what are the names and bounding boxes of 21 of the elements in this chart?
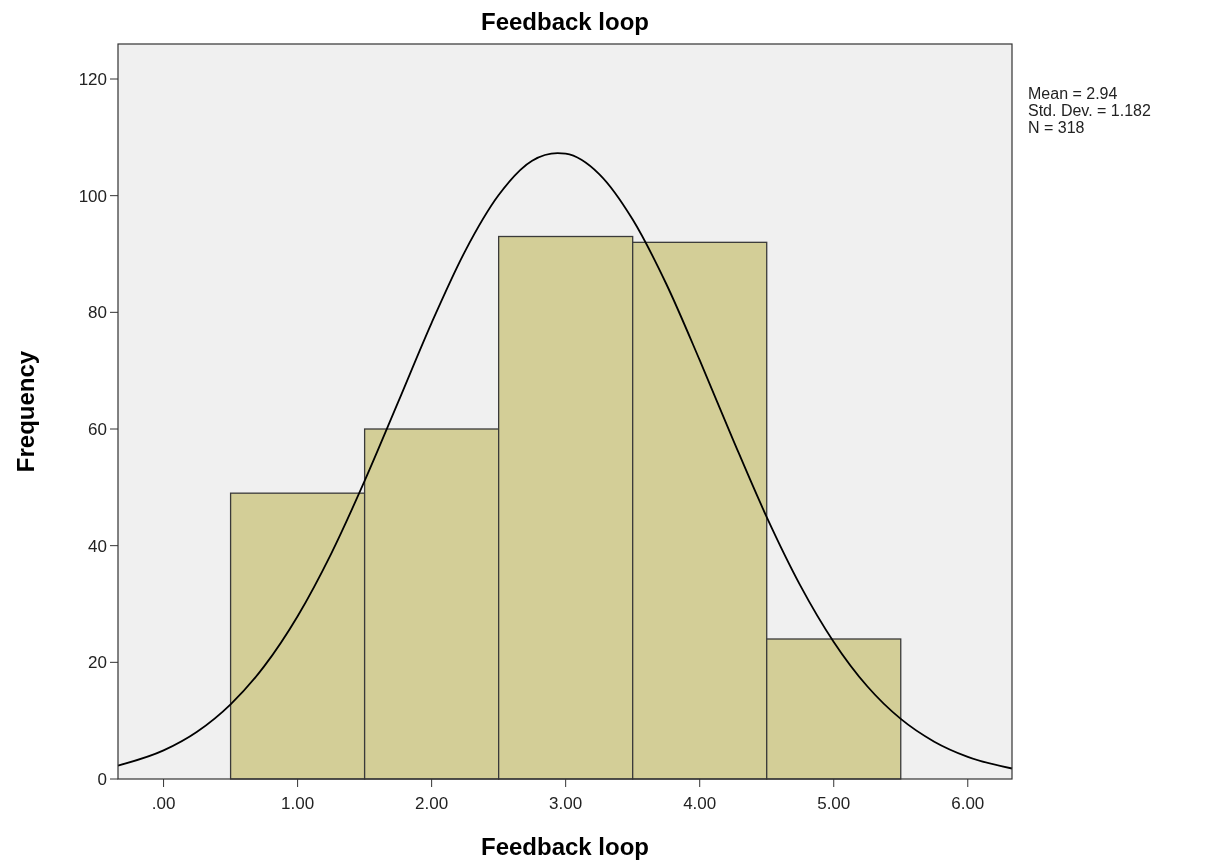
x-tick-label: 5.00 [817, 794, 851, 813]
x-axis-title: Feedback loop [480, 833, 650, 860]
x-tick-label: 4.00 [683, 794, 717, 813]
chart-title: Feedback loop [480, 8, 650, 35]
y-axis-title: Frequency [12, 350, 39, 473]
text: N = 318 [1028, 119, 1085, 136]
text: Mean = 2.94 [1028, 85, 1118, 102]
text: Std. Dev. = 1.182 [1028, 102, 1151, 119]
x-tick-label: 1.00 [281, 794, 315, 813]
x-tick-label: 2.00 [415, 794, 449, 813]
y-tick-label: 80 [88, 303, 107, 323]
x-tick-label: .00 [151, 794, 176, 813]
y-tick-label: 20 [88, 653, 107, 673]
y-tick-label: 40 [88, 536, 107, 556]
y-tick-label: 60 [88, 419, 107, 439]
x-tick-label: 3.00 [549, 794, 583, 813]
x-tick-label: 6.00 [951, 794, 985, 813]
y-tick-label: 120 [78, 69, 107, 89]
y-tick-label: 0 [97, 769, 107, 789]
y-tick-label: 100 [78, 186, 107, 206]
line-series [117, 152, 1013, 770]
